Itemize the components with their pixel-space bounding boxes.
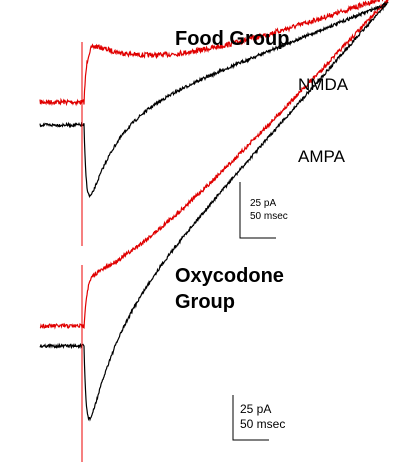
trace-label: AMPA: [298, 147, 346, 166]
panel-title: Group: [175, 291, 235, 313]
scale-bar: [239, 182, 276, 239]
panel-title: Food Group: [175, 28, 289, 50]
scale-time: 50 msec: [250, 211, 288, 222]
scale-amplitude: 25 pA: [240, 402, 271, 416]
trace-label: NMDA: [298, 75, 349, 94]
current-trace: [39, 0, 385, 107]
current-trace: [39, 0, 389, 330]
current-trace: [39, 1, 389, 422]
panel-title: Oxycodone: [175, 265, 284, 287]
scale-bar: [232, 395, 269, 441]
scale-time: 50 msec: [240, 417, 285, 431]
scale-amplitude: 25 pA: [250, 198, 276, 209]
current-trace: [39, 1, 387, 199]
